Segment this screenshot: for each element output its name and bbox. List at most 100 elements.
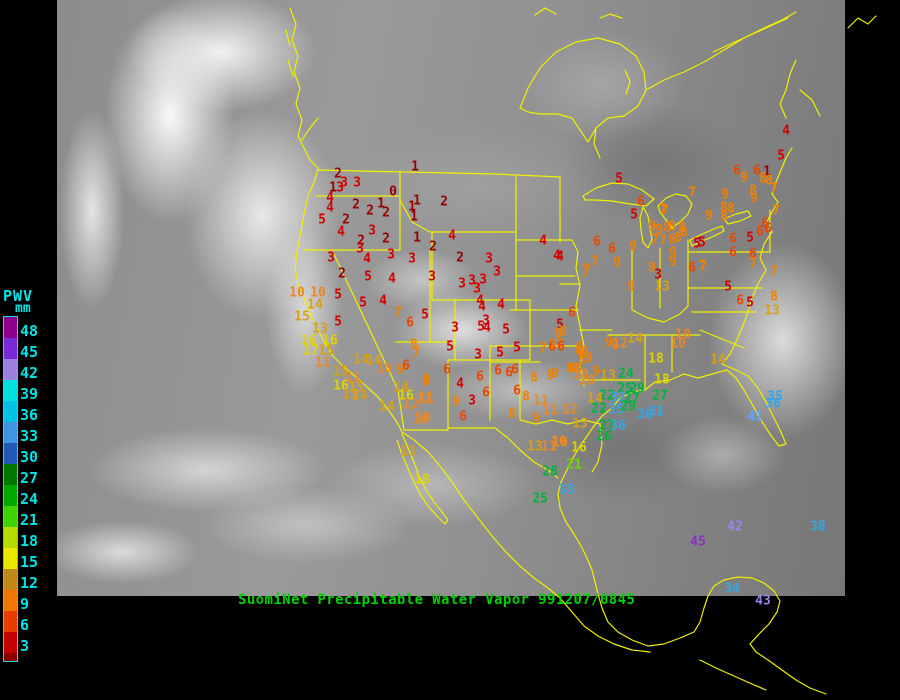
station-value: 27 (624, 391, 640, 407)
station-value: 7 (549, 338, 557, 354)
station-value: 16 (571, 440, 587, 456)
station-value: 6 (736, 293, 744, 309)
station-value: 2 (382, 205, 390, 221)
station-value: 3 (368, 223, 376, 239)
station-value: 12 (403, 397, 419, 413)
station-value: 3 (493, 264, 501, 280)
legend-swatch (3, 422, 18, 443)
station-value: 7 (661, 203, 669, 219)
station-value: 9 (629, 239, 637, 255)
station-value: 3 (327, 250, 335, 266)
legend-entry: 42 (3, 359, 38, 381)
station-value: 2 (366, 203, 374, 219)
legend-entry: 27 (3, 464, 38, 486)
station-value: 11 (541, 439, 557, 455)
lake-huron (657, 193, 693, 229)
lake-erie (689, 225, 725, 247)
station-value: 11 (418, 390, 434, 406)
station-value: 38 (810, 519, 826, 535)
station-value: 14 (710, 352, 726, 368)
station-value: 35 (767, 389, 783, 405)
station-value: 1 (413, 230, 421, 246)
legend-entry: 21 (3, 506, 38, 528)
station-value: 5 (502, 322, 510, 338)
station-value: 6 (406, 315, 414, 331)
station-value: 3 (336, 180, 344, 196)
station-value: 5 (556, 317, 564, 333)
station-value: 3 (458, 276, 466, 292)
station-value: 11 (417, 392, 433, 408)
station-value: 7 (394, 305, 402, 321)
station-value: 10 (415, 410, 431, 426)
station-value: 36 (610, 418, 626, 434)
legend-entry: 15 (3, 548, 38, 570)
station-value: 5 (334, 287, 342, 303)
station-value: 4 (337, 224, 345, 240)
legend-label: 3 (20, 637, 30, 655)
station-value: 7 (539, 341, 547, 357)
legend-entry: 39 (3, 380, 38, 402)
legend-entry: 6 (3, 611, 38, 634)
station-value: 3 (340, 175, 348, 191)
station-value: 6 (476, 369, 484, 385)
station-value: 6 (494, 363, 502, 379)
station-value: 5 (513, 340, 521, 356)
legend-label: 6 (20, 616, 30, 634)
legend-label: 36 (20, 406, 39, 424)
station-value: 18 (654, 372, 670, 388)
station-value: 14 (587, 391, 603, 407)
station-value: 5 (630, 207, 638, 223)
legend-entry: 45 (3, 338, 38, 360)
station-value: 4 (456, 376, 464, 392)
station-value: 7 (659, 233, 667, 249)
station-value: 13 (600, 368, 616, 384)
station-value: 4 (363, 251, 371, 267)
station-value: 15 (333, 364, 349, 380)
legend-swatch (3, 443, 18, 464)
station-value: 5 (421, 307, 429, 323)
station-value: 9 (627, 279, 635, 295)
legend-unit: mm (15, 301, 31, 316)
station-value: 2 (334, 166, 342, 182)
station-value: 9 (581, 345, 589, 361)
legend-swatch (3, 338, 18, 359)
station-value: 8 (678, 220, 686, 236)
legend-label: 24 (20, 490, 39, 508)
station-value: 5 (359, 295, 367, 311)
station-value: 10 (552, 435, 568, 451)
station-value: 10 (413, 412, 429, 428)
legend-entry: 9 (3, 590, 38, 612)
station-value: 6 (729, 245, 737, 261)
legend-entry: 48 (3, 316, 38, 339)
station-value: 10 (551, 434, 567, 450)
station-value: 1 (329, 180, 337, 196)
station-value: 8 (568, 361, 576, 377)
station-value: 4 (497, 297, 505, 313)
coastline-yucatan (647, 576, 827, 695)
station-value: 9 (452, 394, 460, 410)
station-value: 3 (353, 175, 361, 191)
station-value: 15 (318, 343, 334, 359)
station-value: 29 (629, 381, 645, 397)
station-value: 10 (675, 327, 691, 343)
station-value: 7 (582, 265, 590, 281)
station-value: 9 (750, 191, 758, 207)
legend-title: PWV (3, 287, 34, 305)
station-value: 5 (698, 235, 706, 251)
station-value: 13 (527, 439, 543, 455)
station-value: 8 (574, 361, 582, 377)
coastline-hudson-bay (519, 37, 647, 159)
station-value: 8 (559, 324, 567, 340)
coastline-gulf (557, 369, 728, 647)
station-value: 18 (648, 351, 664, 367)
station-value: 31 (648, 404, 664, 420)
station-value: 9 (740, 170, 748, 186)
station-value: 2 (352, 197, 360, 213)
station-value: 2 (357, 233, 365, 249)
station-value: 1 (377, 196, 385, 212)
station-value: 8 (663, 220, 671, 236)
station-value: 21 (566, 457, 582, 473)
station-value: 6 (608, 241, 616, 257)
station-value: 9 (577, 346, 585, 362)
